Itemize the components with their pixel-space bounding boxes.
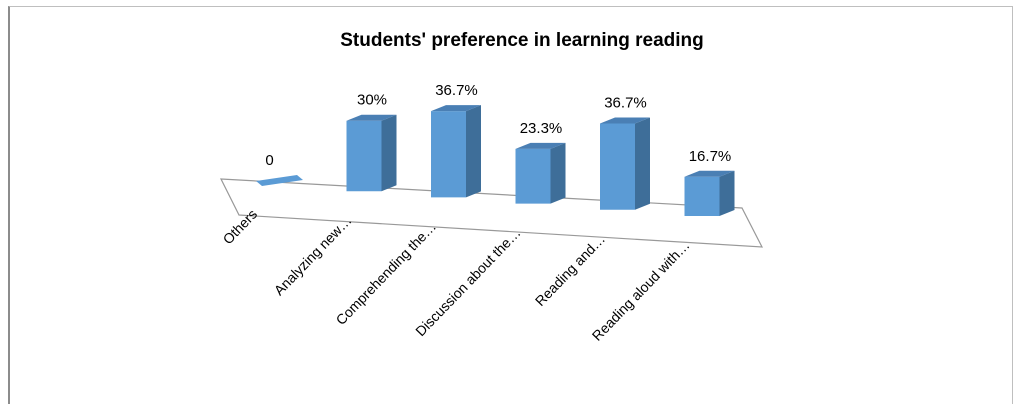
chart-floor [220,178,764,248]
bar [256,175,303,186]
bar [684,170,735,216]
chart-title: Students' preference in learning reading [340,30,704,51]
bar-front [600,123,635,210]
bar-side [719,170,735,216]
bar-front [515,148,551,204]
bar [515,142,566,204]
bar-top [431,105,481,112]
category-tick-label: Reading and… [532,231,608,309]
bar-front [346,120,382,192]
category-tick-label: Discussion about the… [412,225,524,340]
bar-top [600,117,650,124]
bar-flat [256,175,303,186]
data-label: 23.3% [520,120,563,137]
category-tick-label: Reading aloud with… [589,237,693,344]
bar-side [635,117,650,210]
bar-side [381,114,397,192]
data-label: 36.7% [604,95,647,112]
category-tick-label: Comprehending the… [332,218,439,328]
bar [346,114,397,192]
bar-side [466,105,481,198]
bar [431,105,481,198]
data-label: 36.7% [435,82,478,99]
data-label: 30% [357,92,387,109]
bar-top [346,114,397,121]
data-label: 0 [265,152,273,169]
chart-frame [8,6,1013,404]
bar-front [431,111,466,198]
bar-front [684,176,720,216]
bar-top [515,142,566,149]
category-tick-label: Analyzing new… [271,212,355,298]
bar-top [684,170,735,177]
bar-side [550,142,566,204]
data-label: 16.7% [689,148,732,165]
bar [600,117,650,210]
